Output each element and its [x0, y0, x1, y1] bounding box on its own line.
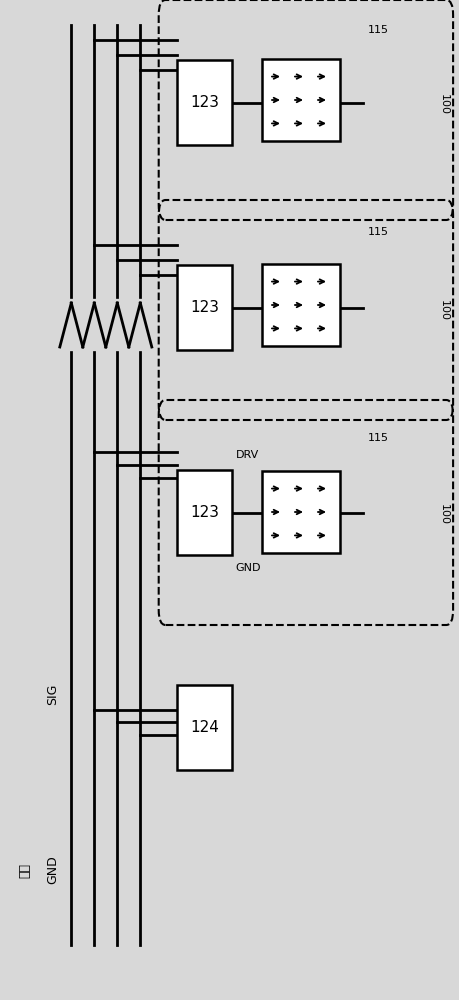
Text: GND: GND [46, 856, 59, 884]
Text: SIG: SIG [46, 684, 59, 705]
Text: DRV: DRV [235, 450, 258, 460]
Bar [262, 59, 340, 141]
Text: 100: 100 [438, 95, 448, 115]
Text: 124: 124 [190, 720, 218, 735]
Text: 123: 123 [190, 300, 219, 315]
Bar [177, 265, 232, 350]
Text: 115: 115 [367, 25, 388, 35]
Bar [177, 685, 232, 770]
Bar [177, 470, 232, 555]
Text: 115: 115 [367, 433, 388, 443]
Text: 123: 123 [190, 505, 219, 520]
Bar [262, 264, 340, 346]
Bar [177, 60, 232, 145]
Text: 100: 100 [438, 504, 448, 526]
Text: 火线: 火线 [19, 862, 32, 878]
Bar [262, 471, 340, 553]
Text: 100: 100 [438, 300, 448, 320]
Text: 115: 115 [367, 227, 388, 237]
Text: GND: GND [235, 563, 260, 573]
Text: 123: 123 [190, 95, 219, 110]
